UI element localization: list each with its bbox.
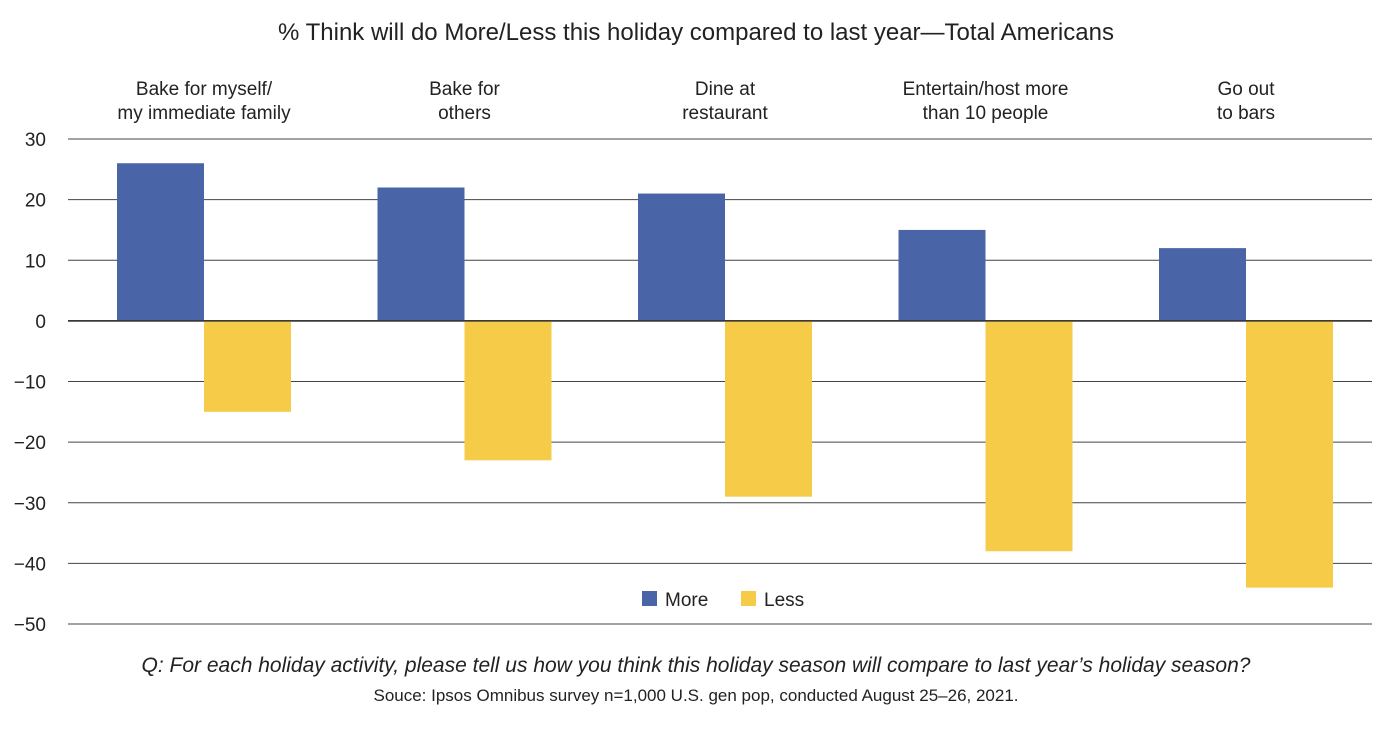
legend-swatch-more [642,591,657,606]
bar-more [898,229,986,321]
category-label: my immediate family [117,103,291,124]
y-axis: 30 20 10 0 −10 −20 −30 −40 −50 [14,130,46,636]
bar-less [985,320,1073,552]
legend-label-more: More [665,590,708,611]
bar-less [725,320,812,497]
legend: More Less [642,590,804,611]
y-tick-label: 20 [25,191,46,212]
category-label: Entertain/host more [903,79,1069,100]
bar-more [1159,248,1246,321]
category-label: others [438,103,491,124]
y-tick-label: −10 [14,373,46,394]
category-labels: Bake for myself/my immediate family Bake … [117,79,1275,124]
bar-more [377,187,465,321]
category-label: to bars [1217,103,1275,124]
bar-more [638,193,725,321]
survey-question: Q: For each holiday activity, please tel… [141,654,1251,677]
bar-less [1246,320,1333,588]
source-note: Souce: Ipsos Omnibus survey n=1,000 U.S.… [373,686,1019,705]
chart-title: % Think will do More/Less this holiday c… [278,19,1114,46]
legend-label-less: Less [764,590,804,611]
category-label: Bake for [429,79,500,100]
legend-swatch-less [741,591,756,606]
y-tick-label: −20 [14,433,46,454]
category-label: Go out [1217,79,1275,100]
y-tick-label: 30 [25,130,46,151]
y-tick-label: −40 [14,554,46,575]
bar-less [464,320,552,461]
category-label: restaurant [682,103,768,124]
y-tick-label: −50 [14,615,46,636]
y-tick-label: 0 [35,312,46,333]
category-label: than 10 people [923,103,1049,124]
y-tick-label: 10 [25,251,46,272]
y-tick-label: −30 [14,494,46,515]
bar-more [117,163,204,321]
bars [68,163,1372,588]
bar-less [204,320,291,412]
category-label: Bake for myself/ [136,79,273,100]
bar-chart: % Think will do More/Less this holiday c… [14,19,1372,636]
category-label: Dine at [695,79,756,100]
